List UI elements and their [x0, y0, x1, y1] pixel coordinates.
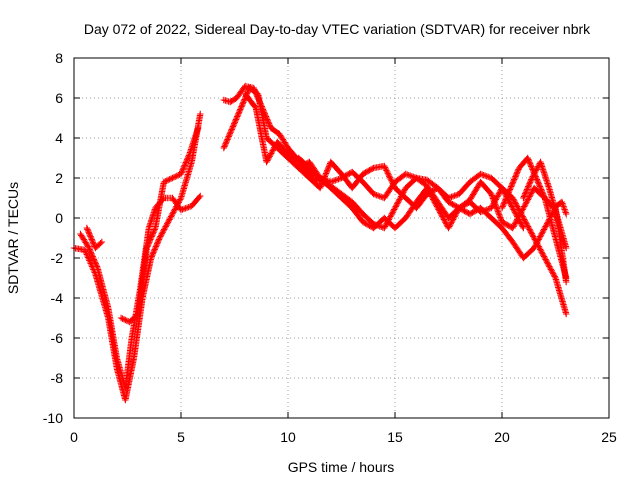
data-points [70, 82, 570, 404]
x-tick-label: 5 [177, 429, 185, 445]
data-point-markers [77, 192, 204, 392]
data-point-markers [520, 158, 570, 252]
y-tick-label: -6 [51, 330, 64, 346]
plot-frame [73, 57, 610, 419]
y-tick-label: -4 [51, 290, 64, 306]
y-tick-label: -2 [51, 250, 64, 266]
x-axis-label: GPS time / hours [288, 459, 395, 475]
y-tick-label: 0 [55, 210, 63, 226]
y-tick-label: 2 [55, 170, 63, 186]
chart-title: Day 072 of 2022, Sidereal Day-to-day VTE… [84, 21, 591, 37]
y-tick-label: -10 [43, 410, 63, 426]
x-tick-label: 25 [601, 429, 617, 445]
series-track-4 [83, 224, 106, 252]
series-track-10 [520, 158, 570, 252]
x-tick-label: 0 [70, 429, 78, 445]
data-point-markers [83, 224, 106, 252]
y-tick-label: 4 [55, 130, 63, 146]
x-tick-label: 20 [494, 429, 510, 445]
y-axis-label: SDTVAR / TECUs [5, 182, 21, 294]
x-tick-label: 10 [280, 429, 296, 445]
y-tick-label: 6 [55, 90, 63, 106]
y-tick-label: 8 [55, 50, 63, 66]
series-track-8 [295, 154, 570, 282]
data-point-markers [117, 124, 202, 326]
series-track-2 [77, 192, 204, 392]
series-track-3 [117, 124, 202, 326]
x-tick-label: 15 [387, 429, 403, 445]
data-point-markers [295, 154, 570, 282]
y-tick-label: -8 [51, 370, 64, 386]
ticks: 0 5 10 15 20 25 -10 -8 -6 -4 -2 0 2 4 6 8 [43, 50, 617, 445]
grid [74, 58, 609, 418]
